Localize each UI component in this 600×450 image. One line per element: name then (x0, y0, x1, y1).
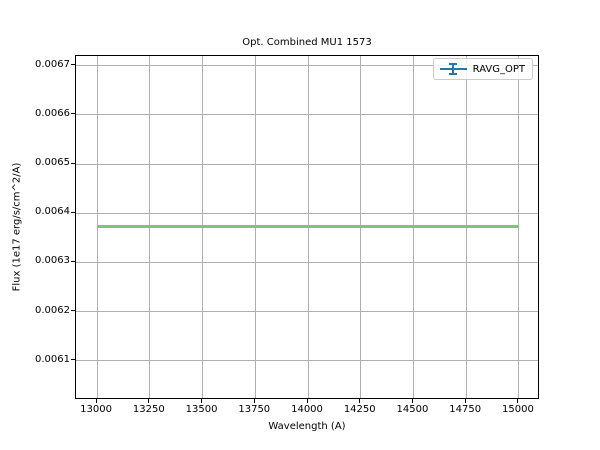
y-tick-mark (71, 260, 75, 262)
x-tick-label: 14250 (343, 404, 376, 415)
x-tick-mark (464, 399, 466, 403)
errorbar-stem (451, 63, 455, 75)
x-tick-label: 15000 (502, 404, 534, 415)
y-gridline (76, 311, 538, 313)
y-tick-label: 0.0061 (35, 353, 70, 365)
y-gridline (76, 360, 538, 362)
y-tick-mark (71, 359, 75, 361)
x-tick-mark (411, 399, 413, 403)
x-tick-label: 13750 (238, 404, 271, 415)
errorbar-icon (439, 63, 467, 75)
x-tick-mark (253, 399, 255, 403)
plot-area: RAVG_OPT (75, 55, 539, 399)
x-tick-label: 14000 (291, 404, 323, 415)
y-tick-label: 0.0065 (35, 157, 70, 169)
x-tick-mark (148, 399, 150, 403)
y-tick-mark (71, 211, 75, 213)
errorbar-cap-top (449, 63, 458, 65)
y-gridline (76, 65, 538, 67)
y-gridline (76, 114, 538, 116)
y-tick-label: 0.0064 (35, 206, 70, 218)
x-tick-label: 14500 (396, 404, 429, 415)
errorbar-cap-bottom (449, 73, 458, 75)
x-tick-label: 13250 (132, 404, 165, 415)
y-tick-mark (71, 162, 75, 164)
x-tick-label: 14750 (449, 404, 482, 415)
y-gridline (76, 163, 538, 165)
x-gridline (518, 56, 520, 398)
x-tick-mark (201, 399, 203, 403)
y-gridline (76, 261, 538, 263)
x-tick-label: 13000 (80, 404, 112, 415)
y-tick-label: 0.0063 (35, 255, 70, 267)
legend-label: RAVG_OPT (472, 63, 525, 75)
x-tick-label: 13500 (185, 404, 218, 415)
y-gridline (76, 212, 538, 214)
x-axis-label: Wavelength (A) (268, 421, 346, 432)
y-tick-mark (71, 113, 75, 115)
y-tick-label: 0.0067 (35, 58, 70, 70)
x-tick-mark (359, 399, 361, 403)
y-tick-label: 0.0066 (35, 107, 70, 119)
x-tick-mark (517, 399, 519, 403)
chart-title: Opt. Combined MU1 1573 (242, 37, 372, 48)
x-tick-mark (306, 399, 308, 403)
series-line-RAVG_OPT (97, 225, 519, 229)
y-tick-label: 0.0062 (35, 304, 70, 316)
y-tick-mark (71, 310, 75, 312)
legend: RAVG_OPT (432, 58, 533, 80)
y-tick-mark (71, 64, 75, 66)
x-tick-mark (95, 399, 97, 403)
y-axis-label-text: Flux (1e17 erg/s/cm^2/A) (11, 162, 23, 292)
